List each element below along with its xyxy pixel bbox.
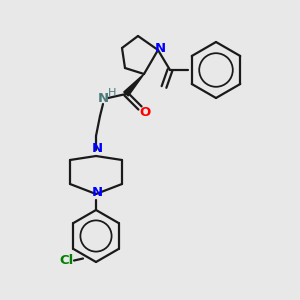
Text: O: O [140, 106, 151, 118]
Text: N: N [92, 142, 103, 155]
Polygon shape [124, 74, 144, 96]
Text: Cl: Cl [60, 254, 74, 267]
Text: N: N [92, 187, 103, 200]
Text: N: N [154, 43, 166, 56]
Text: H: H [108, 88, 116, 98]
Text: N: N [98, 92, 109, 104]
